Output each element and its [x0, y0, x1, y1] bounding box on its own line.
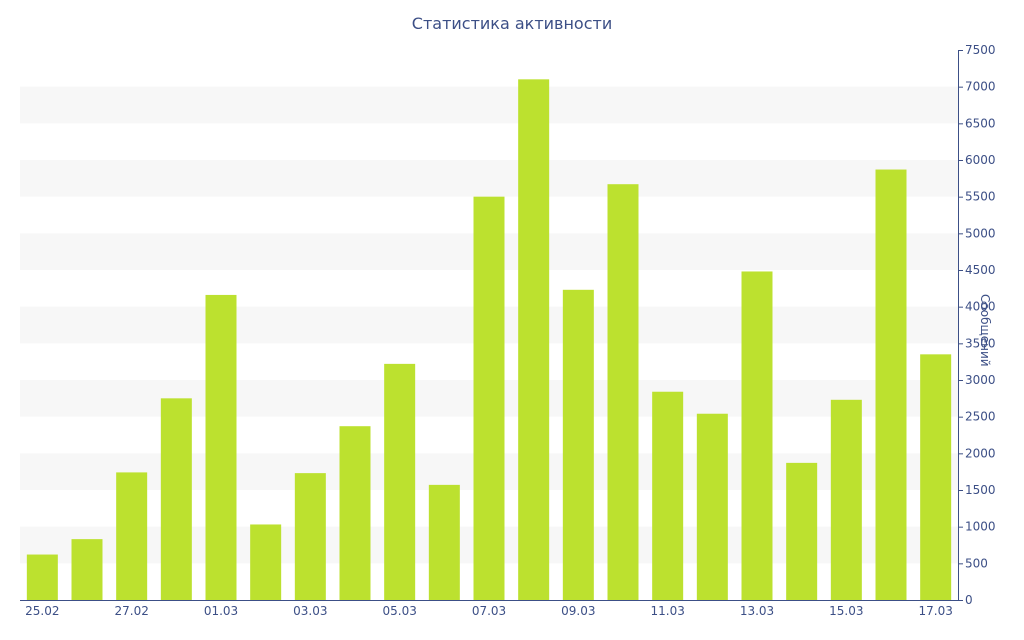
y-tick-label: 5000 — [965, 226, 996, 240]
y-tick-label: 6500 — [965, 116, 996, 130]
bar-28.02[interactable] — [160, 398, 192, 600]
chart-title: Статистика активности — [411, 14, 613, 33]
bar-12.03[interactable] — [696, 413, 728, 600]
bar-27.02[interactable] — [116, 472, 148, 600]
y-tick-label: 6000 — [965, 153, 996, 167]
x-tick-label: 25.02 — [25, 604, 59, 618]
grid-band — [20, 160, 958, 197]
y-tick-label: 1500 — [965, 483, 996, 497]
bar-02.03[interactable] — [250, 524, 282, 600]
x-tick-label: 07.03 — [472, 604, 506, 618]
bar-25.02[interactable] — [26, 554, 58, 600]
bar-14.03[interactable] — [786, 462, 818, 600]
bar-01.03[interactable] — [205, 294, 237, 600]
x-tick-label: 05.03 — [382, 604, 416, 618]
bar-series — [26, 79, 952, 601]
bar-04.03[interactable] — [339, 426, 371, 600]
y-tick-label: 4500 — [965, 263, 996, 277]
bar-11.03[interactable] — [652, 391, 684, 600]
y-tick-label: 1000 — [965, 520, 996, 534]
bar-03.03[interactable] — [294, 473, 326, 600]
y-tick-label: 7000 — [965, 80, 996, 94]
y-axis-title: Сообщений — [978, 294, 992, 367]
y-tick-label: 2000 — [965, 446, 996, 460]
x-tick-label: 09.03 — [561, 604, 595, 618]
bar-15.03[interactable] — [830, 399, 862, 600]
y-axis: 0 500 1000 1500 2000 2500 3000 3500 4000 4500 5000… — [958, 43, 996, 607]
bar-13.03[interactable] — [741, 271, 773, 600]
x-tick-label: 11.03 — [650, 604, 684, 618]
x-axis: 25.02 27.02 01.03 03.03 05.03 07.03 09.03 11.03… — [20, 600, 958, 618]
y-tick-label: 3500 — [965, 336, 996, 350]
bar-26.02[interactable] — [71, 539, 103, 600]
y-tick-label: 500 — [965, 556, 988, 570]
bar-08.03[interactable] — [518, 79, 550, 601]
bar-09.03[interactable] — [562, 289, 594, 600]
bar-10.03[interactable] — [607, 184, 639, 600]
y-tick-label: 0 — [965, 593, 973, 607]
x-tick-label: 01.03 — [204, 604, 238, 618]
y-tick-label: 5500 — [965, 190, 996, 204]
x-tick-label: 13.03 — [740, 604, 774, 618]
x-tick-label: 15.03 — [829, 604, 863, 618]
bar-07.03[interactable] — [473, 196, 505, 600]
bar-05.03[interactable] — [384, 363, 416, 600]
bar-16.03[interactable] — [875, 169, 907, 601]
y-tick-label: 3000 — [965, 373, 996, 387]
y-tick-label: 2500 — [965, 410, 996, 424]
x-tick-label: 03.03 — [293, 604, 327, 618]
bar-06.03[interactable] — [428, 484, 460, 600]
x-tick-label: 27.02 — [114, 604, 148, 618]
x-tick-label: 17.03 — [918, 604, 952, 618]
y-tick-label: 7500 — [965, 43, 996, 57]
grid-band — [20, 86, 958, 124]
bar-17.03[interactable] — [920, 354, 952, 600]
y-tick-label: 4000 — [965, 300, 996, 314]
